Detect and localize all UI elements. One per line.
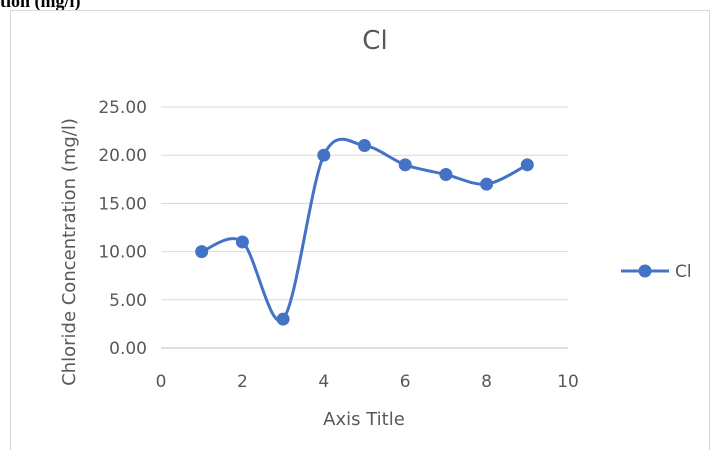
partial-caption-text: tion (mg/l) [0,0,81,11]
x-tick-label: 6 [400,372,411,392]
tick-labels: 0.00 5.00 10.00 15.00 20.00 25.00 0 2 4 6 8 10 [98,98,578,392]
data-point [520,158,534,172]
y-axis-title: Chloride Concentration (mg/l) [59,118,80,386]
data-point [439,167,453,181]
data-point [235,235,249,249]
data-point [398,158,412,172]
legend: Cl [621,262,692,282]
chart-area [10,10,710,450]
y-tick-label: 25.00 [98,98,147,118]
chart-title: Cl [362,26,387,56]
x-tick-label: 8 [481,372,492,392]
y-tick-label: 10.00 [98,243,147,263]
series-layer [195,137,534,326]
legend-marker-swatch [638,264,652,278]
x-tick-label: 4 [318,372,329,392]
x-tick-label: 0 [156,372,167,392]
data-point [276,312,290,326]
x-tick-label: 10 [557,372,579,392]
y-tick-label: 15.00 [98,194,147,214]
y-tick-label: 0.00 [109,339,147,359]
data-point [317,148,331,162]
data-point [480,177,494,191]
y-tick-label: 5.00 [109,291,147,311]
x-axis-title: Axis Title [323,409,405,430]
gridlines [161,106,568,301]
x-tick-label: 2 [237,372,248,392]
series-line-cl [200,137,529,323]
y-tick-label: 20.00 [98,146,147,166]
data-point [358,139,371,153]
data-point [195,245,209,259]
legend-label: Cl [675,262,692,282]
